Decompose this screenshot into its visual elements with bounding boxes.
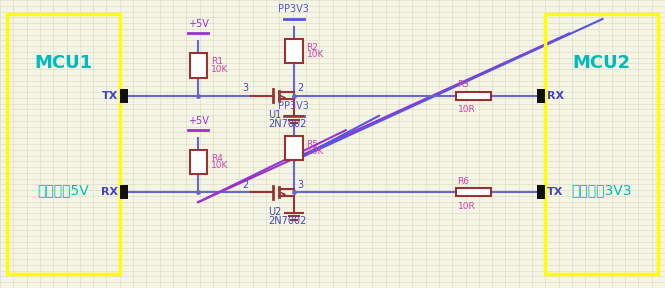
Text: PP3V3: PP3V3 [279, 101, 309, 111]
Text: +5V: +5V [188, 115, 209, 126]
Text: 10K: 10K [211, 65, 228, 74]
Text: R3: R3 [458, 80, 469, 89]
Text: +5V: +5V [188, 19, 209, 29]
Bar [190, 150, 207, 175]
Text: RX: RX [101, 187, 118, 197]
Text: 10R: 10R [458, 202, 475, 211]
Text: R2: R2 [307, 43, 319, 52]
Text: R1: R1 [211, 57, 223, 67]
Text: TX: TX [102, 91, 118, 101]
Text: 10R: 10R [458, 105, 475, 114]
Bar [456, 92, 491, 100]
Text: 2N7002: 2N7002 [268, 119, 307, 129]
Bar [545, 14, 658, 274]
Text: 2: 2 [297, 83, 303, 93]
Text: 3: 3 [243, 83, 249, 93]
Bar [285, 136, 303, 160]
Text: MCU1: MCU1 [34, 54, 92, 72]
Text: R5: R5 [307, 140, 319, 149]
Bar [120, 89, 128, 103]
Text: 工作电压3V3: 工作电压3V3 [572, 183, 632, 197]
Text: 10K: 10K [211, 161, 228, 170]
Text: RX: RX [547, 91, 564, 101]
Text: 10K: 10K [307, 147, 324, 156]
Bar [537, 89, 545, 103]
Bar [285, 39, 303, 63]
Text: U2: U2 [268, 206, 281, 217]
Text: 2N7002: 2N7002 [268, 216, 307, 226]
Text: U1: U1 [268, 110, 281, 120]
Text: PP3V3: PP3V3 [279, 4, 309, 14]
Bar [190, 53, 207, 77]
Text: 工作电压5V: 工作电压5V [37, 183, 89, 197]
Text: 2: 2 [243, 180, 249, 190]
Text: 3: 3 [297, 180, 303, 190]
Bar [120, 185, 128, 199]
Text: 10K: 10K [307, 50, 324, 59]
Bar [7, 14, 120, 274]
Text: R6: R6 [458, 177, 469, 186]
Text: R4: R4 [211, 154, 223, 163]
Bar [537, 185, 545, 199]
Text: TX: TX [547, 187, 563, 197]
Text: MCU2: MCU2 [573, 54, 631, 72]
Bar [456, 188, 491, 196]
